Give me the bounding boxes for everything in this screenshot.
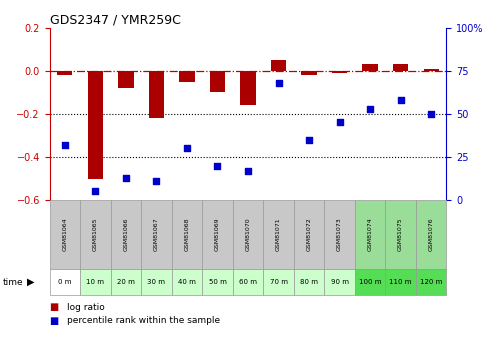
Text: GSM81070: GSM81070 [246,218,250,252]
Bar [80,269,111,295]
Point [336,120,344,125]
Bar [172,200,202,269]
Bar [202,269,233,295]
Text: 30 m: 30 m [147,279,166,285]
Text: GSM81066: GSM81066 [124,218,128,252]
Point [366,106,374,111]
Point [305,137,313,142]
Bar [88,71,103,178]
Text: 40 m: 40 m [178,279,196,285]
Text: 70 m: 70 m [269,279,288,285]
Bar [363,64,378,71]
Text: GSM81072: GSM81072 [307,218,311,252]
Bar [393,64,408,71]
Bar [180,71,194,81]
Bar [233,200,263,269]
Bar [80,200,111,269]
Bar [141,200,172,269]
Text: GSM81067: GSM81067 [154,218,159,252]
Bar [118,71,133,88]
Text: 80 m: 80 m [300,279,318,285]
Point [61,142,69,148]
Bar [302,71,316,75]
Bar [324,200,355,269]
Bar [57,71,72,75]
Text: ■: ■ [50,302,59,312]
Point [122,175,130,180]
Bar [210,71,225,92]
Text: 50 m: 50 m [208,279,226,285]
Bar [149,71,164,118]
Bar [50,200,80,269]
Text: GSM81071: GSM81071 [276,218,281,252]
Text: ▶: ▶ [27,277,35,287]
Bar [141,269,172,295]
Point [152,178,160,184]
Text: GSM81065: GSM81065 [93,218,98,252]
Bar [50,269,80,295]
Point [213,163,221,168]
Text: 10 m: 10 m [86,279,104,285]
Bar [424,69,439,71]
Bar [332,71,347,73]
Point [244,168,252,174]
Text: GSM81075: GSM81075 [398,218,403,252]
Bar [233,269,263,295]
Bar [324,269,355,295]
Text: GDS2347 / YMR259C: GDS2347 / YMR259C [50,13,181,27]
Bar [202,200,233,269]
Bar [385,269,416,295]
Bar [263,269,294,295]
Bar [172,269,202,295]
Text: 110 m: 110 m [389,279,412,285]
Bar [241,71,255,105]
Text: 20 m: 20 m [117,279,135,285]
Bar [111,269,141,295]
Text: ■: ■ [50,316,59,326]
Text: 0 m: 0 m [58,279,71,285]
Bar [355,269,385,295]
Text: GSM81076: GSM81076 [429,218,434,252]
Bar [355,200,385,269]
Text: log ratio: log ratio [67,303,105,312]
Text: 100 m: 100 m [359,279,381,285]
Text: GSM81068: GSM81068 [185,218,189,252]
Point [275,80,283,86]
Text: GSM81073: GSM81073 [337,218,342,252]
Point [397,97,405,103]
Point [183,146,191,151]
Point [427,111,435,117]
Text: time: time [2,277,23,287]
Bar [111,200,141,269]
Point [91,189,99,194]
Text: 120 m: 120 m [420,279,442,285]
Bar [294,269,324,295]
Bar [416,200,446,269]
Text: GSM81064: GSM81064 [62,218,67,252]
Text: GSM81074: GSM81074 [368,218,372,252]
Bar [416,269,446,295]
Bar [271,60,286,71]
Text: 90 m: 90 m [330,279,349,285]
Bar [294,200,324,269]
Text: percentile rank within the sample: percentile rank within the sample [67,316,220,325]
Bar [385,200,416,269]
Text: 60 m: 60 m [239,279,257,285]
Text: GSM81069: GSM81069 [215,218,220,252]
Bar [263,200,294,269]
